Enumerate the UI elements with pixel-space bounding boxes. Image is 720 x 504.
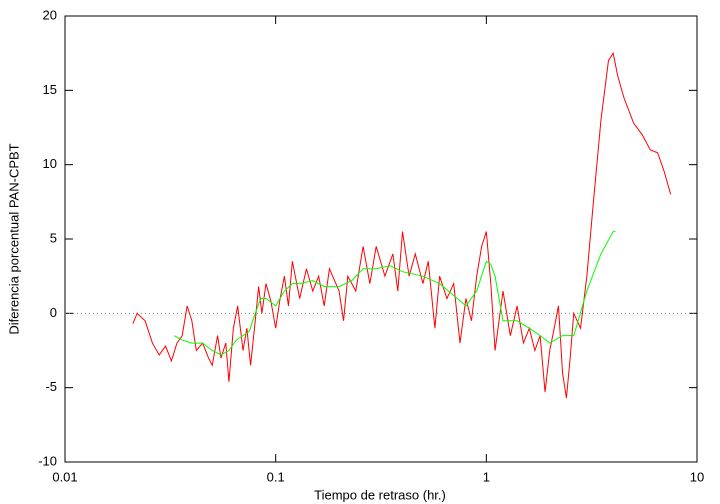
- data-line: [132, 51, 672, 399]
- x-tick-label: 10: [690, 469, 704, 484]
- y-tick-label: -5: [45, 379, 57, 394]
- y-tick-label: -10: [38, 453, 57, 468]
- x-tick-label: 0.1: [267, 469, 285, 484]
- y-tick-label: 15: [43, 82, 57, 97]
- y-tick-label: 10: [43, 156, 57, 171]
- x-tick-label: 1: [483, 469, 490, 484]
- data-line: [173, 231, 616, 356]
- plot-frame: [64, 15, 698, 463]
- y-axis-label: Diferencia porcentual PAN-CPBT: [6, 143, 21, 334]
- y-tick-label: 0: [50, 305, 57, 320]
- x-tick-label: 0.01: [52, 469, 77, 484]
- y-tick-label: 20: [43, 7, 57, 22]
- y-tick-label: 5: [50, 230, 57, 245]
- x-axis-label: Tiempo de retraso (hr.): [314, 487, 446, 502]
